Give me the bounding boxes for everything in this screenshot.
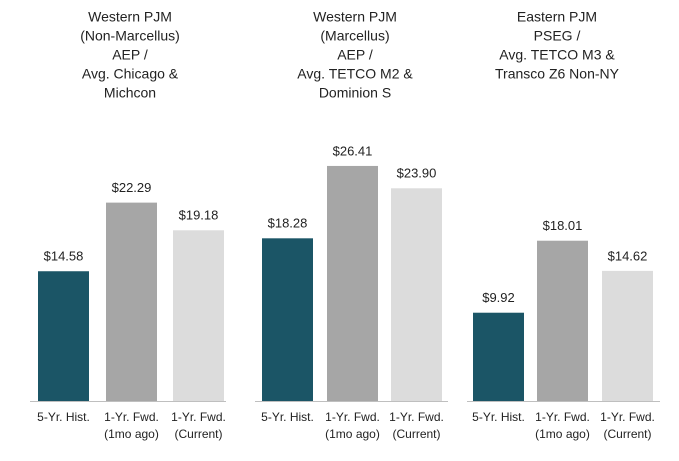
value-label: $18.01 xyxy=(543,218,583,233)
category-label: 5-Yr. Hist. xyxy=(261,410,314,424)
value-label: $18.28 xyxy=(268,216,308,231)
chart-title: Western PJM xyxy=(313,9,397,25)
bar xyxy=(473,312,524,401)
chart-title: Avg. TETCO M3 & xyxy=(499,47,615,63)
bar xyxy=(537,240,588,401)
chart-title: AEP / xyxy=(112,47,148,63)
chart-title: Michcon xyxy=(104,85,156,101)
chart-title: PSEG / xyxy=(534,28,581,44)
category-label: 5-Yr. Hist. xyxy=(472,410,525,424)
category-label: 1-Yr. Fwd. (1mo ago) xyxy=(535,410,590,441)
category-label: 5-Yr. Hist. xyxy=(37,410,90,424)
value-label: $19.18 xyxy=(179,208,219,223)
bar xyxy=(602,270,653,401)
category-label: 1-Yr. Fwd. (Current) xyxy=(600,410,655,441)
category-label: 1-Yr. Fwd. (Current) xyxy=(389,410,444,441)
value-label: $9.92 xyxy=(482,290,515,305)
chart-title: Avg. TETCO M2 & xyxy=(297,66,413,82)
value-label: $22.29 xyxy=(112,180,152,195)
bar xyxy=(106,202,157,401)
chart-title: AEP / xyxy=(337,47,373,63)
value-label: $14.62 xyxy=(608,248,648,263)
category-label: 1-Yr. Fwd. (1mo ago) xyxy=(104,410,159,441)
chart-title: (Non-Marcellus) xyxy=(80,28,180,44)
bar xyxy=(327,165,378,401)
chart-title: Western PJM xyxy=(88,9,172,25)
bar xyxy=(38,271,89,401)
value-label: $23.90 xyxy=(397,166,437,181)
chart-title: Avg. Chicago & xyxy=(82,66,179,82)
chart-title: Eastern PJM xyxy=(517,9,597,25)
value-label: $26.41 xyxy=(333,143,373,158)
chart-title: Transco Z6 Non-NY xyxy=(495,66,620,82)
category-label: 1-Yr. Fwd. (1mo ago) xyxy=(325,410,380,441)
chart-title: Dominion S xyxy=(319,85,391,101)
bar xyxy=(173,230,224,401)
chart-title: (Marcellus) xyxy=(320,28,389,44)
bar xyxy=(391,188,442,401)
bar xyxy=(262,238,313,401)
value-label: $14.58 xyxy=(44,249,84,264)
category-label: 1-Yr. Fwd. (Current) xyxy=(171,410,226,441)
